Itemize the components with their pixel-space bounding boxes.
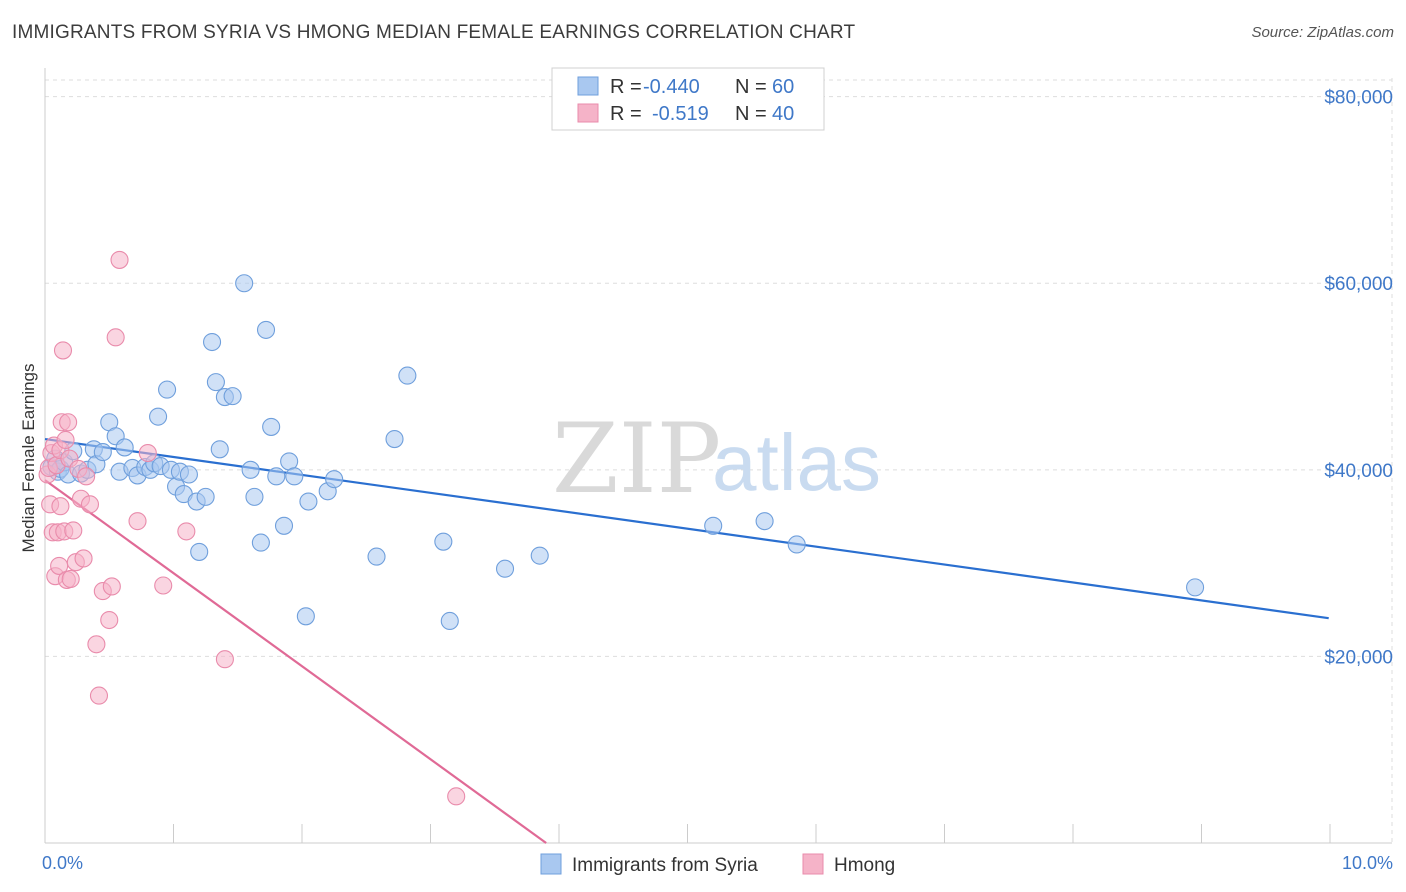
point-syria-38 bbox=[241, 460, 260, 479]
point-syria-60 bbox=[787, 535, 806, 554]
point-hmong-11 bbox=[51, 497, 70, 516]
tick-labels: $20,000 $40,000 $60,000 $80,000 0.0% 10.0% bbox=[42, 88, 1393, 873]
point-hmong-13 bbox=[53, 341, 73, 360]
point-syria-11 bbox=[93, 443, 112, 462]
point-hmong-30 bbox=[100, 610, 119, 630]
point-syria-47 bbox=[296, 607, 315, 626]
watermark-atlas: atlas bbox=[712, 418, 881, 507]
point-syria-50 bbox=[325, 470, 344, 489]
bottom-legend-swatch-syria bbox=[540, 853, 562, 875]
point-hmong-31 bbox=[102, 577, 121, 596]
point-hmong-26 bbox=[80, 495, 100, 514]
y-axis-label: Median Female Earnings bbox=[19, 364, 38, 553]
point-syria-58 bbox=[704, 516, 723, 535]
point-hmong-28 bbox=[89, 686, 109, 705]
point-syria-37 bbox=[235, 274, 254, 293]
point-syria-61 bbox=[1186, 578, 1205, 597]
point-syria-41 bbox=[256, 320, 276, 339]
point-hmong-33 bbox=[110, 250, 129, 269]
point-hmong-20 bbox=[64, 521, 83, 540]
point-syria-31 bbox=[196, 487, 215, 506]
point-syria-46 bbox=[285, 467, 304, 486]
point-hmong-39 bbox=[447, 787, 466, 806]
point-syria-48 bbox=[299, 492, 318, 511]
point-hmong-15 bbox=[56, 430, 75, 450]
point-syria-21 bbox=[149, 407, 168, 426]
legend-n-value-hmong: 40 bbox=[772, 103, 794, 125]
x-tick-label-min: 0.0% bbox=[42, 853, 83, 873]
legend-swatch-syria bbox=[577, 76, 599, 96]
point-syria-56 bbox=[495, 559, 515, 578]
legend-r-value-hmong: -0.519 bbox=[652, 103, 709, 125]
legend-r-value-syria: -0.440 bbox=[643, 76, 700, 98]
chart-source: Source: ZipAtlas.com bbox=[1251, 24, 1394, 41]
point-hmong-35 bbox=[138, 443, 157, 463]
point-hmong-37 bbox=[177, 522, 196, 541]
point-hmong-17 bbox=[59, 413, 78, 432]
point-syria-53 bbox=[398, 366, 417, 385]
legend-swatch-hmong bbox=[577, 103, 599, 123]
legend-n-label-hmong: N = bbox=[735, 103, 767, 125]
bottom-legend-label-syria: Immigrants from Syria bbox=[572, 855, 758, 876]
legend-n-label-syria: N = bbox=[735, 76, 767, 98]
point-hmong-34 bbox=[128, 512, 147, 531]
watermark: ZIP atlas bbox=[552, 403, 881, 515]
y-tick-label-1: $40,000 bbox=[1324, 461, 1393, 482]
point-hmong-24 bbox=[74, 549, 93, 568]
chart-title: IMMIGRANTS FROM SYRIA VS HMONG MEDIAN FE… bbox=[12, 22, 856, 43]
point-syria-28 bbox=[179, 465, 198, 484]
point-syria-30 bbox=[190, 542, 209, 561]
point-syria-23 bbox=[158, 380, 177, 399]
point-syria-33 bbox=[206, 373, 225, 392]
data-points bbox=[38, 250, 1205, 806]
point-syria-44 bbox=[274, 516, 294, 535]
y-tick-label-0: $20,000 bbox=[1324, 647, 1393, 668]
point-syria-40 bbox=[251, 533, 270, 552]
point-syria-52 bbox=[385, 429, 404, 449]
point-hmong-32 bbox=[106, 328, 125, 347]
bottom-legend-label-hmong: Hmong bbox=[834, 855, 895, 876]
point-hmong-27 bbox=[87, 635, 106, 654]
point-syria-32 bbox=[203, 332, 222, 352]
y-tick-label-3: $80,000 bbox=[1324, 88, 1393, 109]
bottom-legend: Immigrants from Syria Hmong bbox=[540, 853, 895, 876]
point-syria-59 bbox=[755, 512, 774, 531]
x-tick-label-max: 10.0% bbox=[1342, 853, 1393, 873]
point-syria-51 bbox=[367, 547, 386, 566]
bottom-legend-swatch-hmong bbox=[802, 853, 824, 875]
legend-box: R = -0.440 N = 60 R = -0.519 N = 40 bbox=[551, 67, 825, 131]
point-syria-43 bbox=[267, 467, 286, 486]
point-syria-42 bbox=[262, 417, 281, 436]
trend-line-hmong bbox=[44, 479, 547, 844]
point-hmong-19 bbox=[61, 569, 80, 589]
point-hmong-36 bbox=[154, 576, 173, 595]
legend-r-label-syria: R = bbox=[610, 76, 642, 98]
y-tick-label-2: $60,000 bbox=[1324, 274, 1393, 295]
point-syria-34 bbox=[210, 440, 229, 459]
point-syria-15 bbox=[115, 438, 134, 457]
point-syria-54 bbox=[434, 532, 453, 551]
point-syria-57 bbox=[530, 546, 549, 565]
point-syria-55 bbox=[440, 611, 459, 631]
legend-n-value-syria: 60 bbox=[772, 76, 794, 98]
point-hmong-38 bbox=[215, 650, 234, 669]
point-syria-36 bbox=[223, 387, 242, 406]
watermark-zip: ZIP bbox=[552, 403, 721, 515]
point-syria-39 bbox=[245, 487, 264, 506]
legend-r-label-hmong: R = bbox=[610, 103, 642, 125]
point-hmong-25 bbox=[77, 467, 96, 486]
